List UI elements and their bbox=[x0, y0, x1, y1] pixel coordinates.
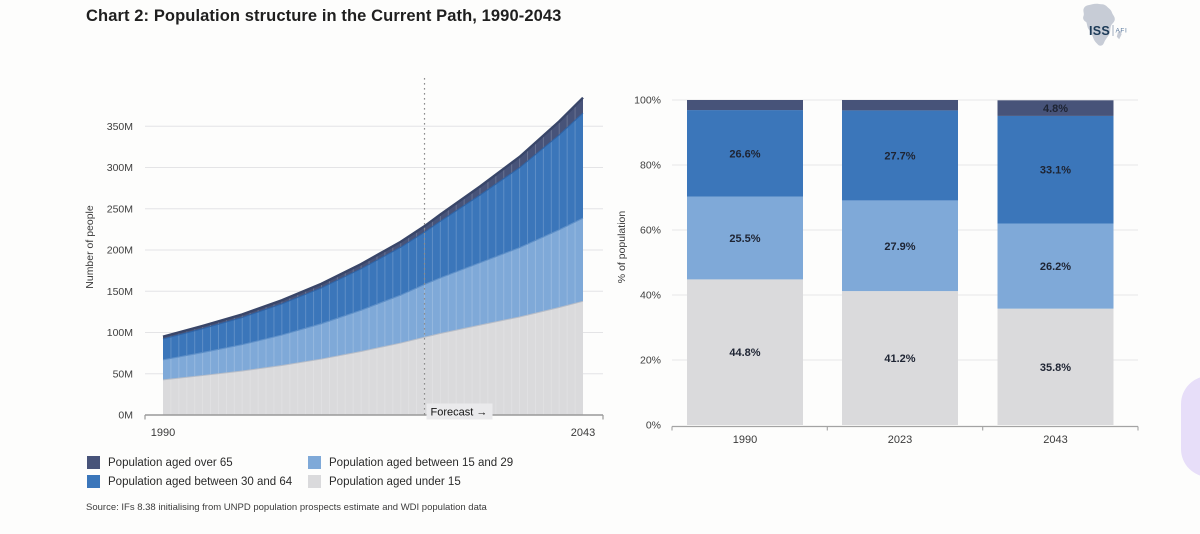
bar-segment bbox=[687, 196, 803, 280]
y-tick-label: 60% bbox=[640, 225, 661, 237]
x-tick-label: 2043 bbox=[1043, 434, 1067, 446]
logo-org-text: ISS bbox=[1089, 24, 1110, 38]
y-tick-label: 20% bbox=[640, 355, 661, 367]
logo-suffix-text: AFI bbox=[1116, 28, 1128, 35]
over-65-swatch-icon bbox=[87, 456, 100, 469]
bar-segment-label: 26.6% bbox=[729, 148, 760, 160]
bar-segment bbox=[687, 279, 803, 425]
y-tick-label: 100% bbox=[634, 95, 661, 107]
bar-segment bbox=[842, 200, 958, 292]
legend-item-15-29: Population aged between 15 and 29 bbox=[308, 456, 513, 469]
bar-segment bbox=[842, 291, 958, 425]
y-tick-label: 80% bbox=[640, 160, 661, 172]
y-tick-label: 0M bbox=[118, 410, 133, 422]
y-tick-label: 50M bbox=[113, 368, 133, 380]
bar-segment bbox=[842, 110, 958, 201]
legend-label: Population aged over 65 bbox=[108, 456, 233, 469]
bar-segment bbox=[842, 100, 958, 111]
bar-segment-label: 41.2% bbox=[884, 353, 915, 365]
y-tick-label: 350M bbox=[107, 121, 133, 133]
population-area-chart: 0M 50M 100M 150M 200M 250M 300M 350M 1990 2043 For… bbox=[84, 78, 604, 439]
y-tick-label: 40% bbox=[640, 290, 661, 302]
bar-segment-label: 44.8% bbox=[729, 347, 760, 359]
band-edge bbox=[162, 112, 584, 340]
africa-silhouette-icon bbox=[1083, 3, 1122, 46]
bar-segment-label: 4.8% bbox=[1043, 103, 1068, 115]
legend-item-30-64: Population aged between 30 and 64 bbox=[87, 475, 308, 488]
y-tick-label: 150M bbox=[107, 286, 133, 298]
legend-label: Population aged between 15 and 29 bbox=[329, 456, 514, 469]
y-tick-label: 0% bbox=[646, 420, 661, 432]
bar-segment-label: 26.2% bbox=[1040, 261, 1071, 273]
bar-segment bbox=[997, 308, 1114, 425]
legend-item-over-65: Population aged over 65 bbox=[87, 456, 308, 469]
forecast-label: Forecast → bbox=[431, 407, 488, 419]
bar-segment-label: 33.1% bbox=[1040, 165, 1071, 177]
legend-label: Population aged between 30 and 64 bbox=[108, 475, 293, 488]
bar-segment-label: 25.5% bbox=[729, 233, 760, 245]
under-15-swatch-icon bbox=[308, 475, 321, 488]
y-axis-title: Number of people bbox=[84, 205, 96, 289]
legend: Population aged over 65 Population aged … bbox=[87, 456, 513, 488]
y-tick-label: 250M bbox=[107, 203, 133, 215]
bar-segment bbox=[687, 110, 803, 197]
x-tick-label: 1990 bbox=[733, 434, 757, 446]
area-band bbox=[163, 218, 583, 380]
floating-widget[interactable] bbox=[1181, 376, 1200, 477]
bar-segment bbox=[997, 115, 1114, 224]
bar-segment-label: 27.7% bbox=[884, 150, 915, 162]
band-edge bbox=[162, 300, 584, 381]
band-edge bbox=[162, 96, 584, 338]
iss-logo: ISS AFI bbox=[1083, 3, 1128, 46]
legend-label: Population aged under 15 bbox=[329, 475, 461, 488]
aged-30-64-swatch-icon bbox=[87, 475, 100, 488]
bar-segment-label: 35.8% bbox=[1040, 362, 1071, 374]
forecast-label-bg bbox=[426, 403, 493, 420]
population-share-bar-chart: 0% 20% 40% 60% 80% 100% 44.8% 25.5% 26.6% 1990 41.… bbox=[616, 95, 1139, 446]
x-tick-label: 1990 bbox=[151, 427, 175, 439]
bar-segment bbox=[997, 100, 1114, 116]
bar-segment bbox=[687, 100, 803, 111]
bar-segment-label: 27.9% bbox=[884, 241, 915, 253]
area-band bbox=[163, 301, 583, 415]
y-tick-label: 300M bbox=[107, 162, 133, 174]
source-note: Source: IFs 8.38 initialising from UNPD … bbox=[86, 502, 487, 513]
legend-item-under-15: Population aged under 15 bbox=[308, 475, 513, 488]
band-edge bbox=[162, 217, 584, 361]
x-tick-label: 2023 bbox=[888, 434, 912, 446]
y-tick-label: 200M bbox=[107, 245, 133, 257]
area-band bbox=[163, 112, 583, 360]
y-tick-label: 100M bbox=[107, 327, 133, 339]
y-axis-title: % of population bbox=[616, 211, 628, 284]
page-title: Chart 2: Population structure in the Cur… bbox=[86, 7, 562, 25]
aged-15-29-swatch-icon bbox=[308, 456, 321, 469]
x-tick-label: 2043 bbox=[571, 427, 595, 439]
bar-segment bbox=[997, 223, 1114, 309]
